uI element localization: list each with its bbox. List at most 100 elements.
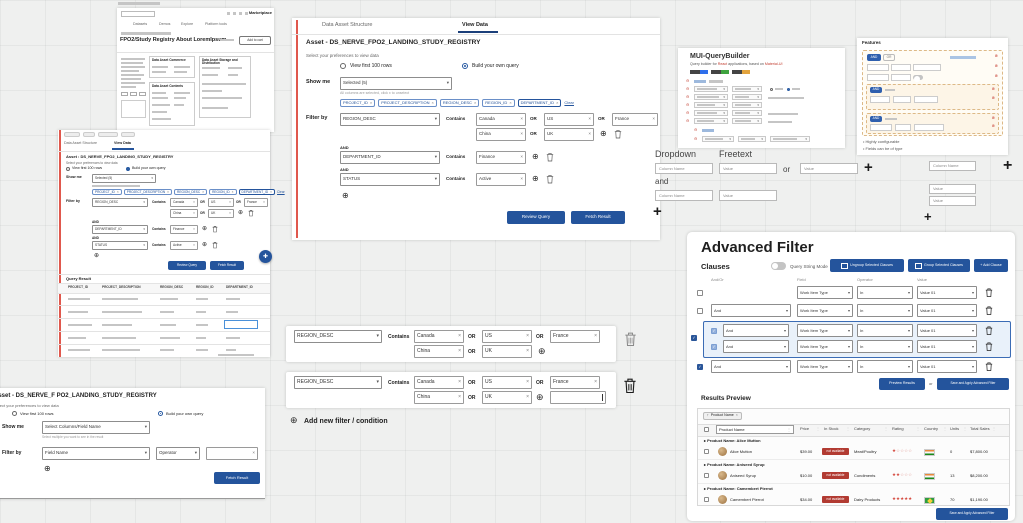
toolbar-chip[interactable] — [98, 132, 118, 137]
remove-rule-icon[interactable]: ⊗ — [991, 123, 995, 128]
add-new-filter-icon[interactable]: ⊕ — [290, 415, 298, 425]
or-toggle[interactable]: OR — [883, 54, 895, 61]
toolbar-chip[interactable] — [64, 132, 80, 137]
remove-group-icon[interactable]: ⊗ — [994, 53, 998, 58]
close-icon[interactable]: × — [473, 100, 477, 105]
field-select[interactable]: Work Item Type ▾ — [797, 340, 853, 353]
column-header[interactable]: Product Name ⋮ — [716, 425, 794, 434]
close-icon[interactable]: × — [458, 394, 461, 400]
show-me-select[interactable]: Selected (5) ▾ — [92, 174, 156, 183]
radio-label[interactable]: Build your own query — [132, 166, 166, 170]
and-toggle[interactable]: AND — [870, 87, 882, 93]
value-select[interactable]: Value 01 ▾ — [917, 324, 977, 337]
close-icon[interactable]: × — [116, 190, 119, 194]
filter-value-input[interactable]: UK × — [544, 128, 594, 141]
close-icon[interactable]: × — [229, 199, 231, 204]
filter-field-select[interactable]: DEPARTMENT_ID ▾ — [92, 225, 148, 234]
sketch-value-input[interactable]: Value — [719, 163, 777, 174]
column-chip[interactable]: REGION_ID × — [482, 99, 515, 107]
filter-value-input[interactable]: US × — [482, 376, 532, 389]
remove-rule-icon[interactable]: ⊖ — [694, 136, 698, 141]
row-checkbox[interactable] — [704, 473, 709, 478]
value-select[interactable]: Value 01 ▾ — [917, 304, 977, 317]
filter-value-input[interactable]: France × — [612, 113, 658, 126]
close-icon[interactable]: × — [520, 154, 523, 160]
column-chip[interactable]: DEPARTMENT_ID × — [517, 99, 562, 107]
column-menu-icon[interactable]: ⋮ — [846, 426, 850, 431]
filter-field-select[interactable]: DEPARTMENT_ID ▾ — [340, 151, 440, 164]
clear-link[interactable]: Clear — [277, 190, 285, 195]
column-chip[interactable]: PROJECT_DESCRIPTION × — [123, 189, 173, 196]
operator-select[interactable]: In ▾ — [857, 360, 913, 373]
filter-value-input[interactable]: China × — [170, 209, 198, 218]
fetch-result-button[interactable]: Fetch Result — [210, 261, 244, 270]
filter-value-input[interactable]: France × — [550, 330, 600, 343]
close-icon[interactable]: × — [193, 199, 195, 204]
close-icon[interactable]: × — [526, 379, 529, 385]
filter-value-input[interactable]: Canada × — [476, 113, 526, 126]
close-icon[interactable]: × — [526, 333, 529, 339]
close-icon[interactable]: × — [252, 450, 255, 456]
add-rule-button[interactable] — [702, 129, 714, 132]
review-query-button[interactable]: Review Query — [507, 211, 565, 224]
column-menu-icon[interactable]: ⋮ — [992, 426, 996, 431]
column-header[interactable]: REGION_DESC — [160, 285, 184, 289]
filter-value-input[interactable]: France × — [550, 376, 600, 389]
andor-select[interactable]: And ▾ — [723, 340, 789, 353]
column-chip[interactable]: PROJECT_ID × — [92, 189, 122, 196]
filter-value-input[interactable]: Active × — [170, 241, 198, 250]
value-select[interactable]: Value 01 ▾ — [917, 286, 977, 299]
nav-item-demos[interactable]: Demos — [159, 22, 171, 26]
close-icon[interactable]: × — [520, 176, 523, 182]
radio-label[interactable]: View first 100 rows — [350, 63, 392, 69]
show-me-select[interactable]: Selected (5) ▾ — [340, 77, 452, 90]
operator-select[interactable]: ▾ — [738, 136, 766, 142]
filter-value-input[interactable]: Canada × — [414, 376, 464, 389]
sketch-add-icon[interactable]: + — [924, 209, 932, 224]
close-icon[interactable]: × — [735, 413, 738, 417]
nav-item-datasets[interactable]: Datasets — [133, 22, 148, 26]
radio-view-first-100[interactable] — [12, 411, 17, 416]
column-menu-icon[interactable]: ⋮ — [816, 426, 820, 431]
close-icon[interactable]: × — [509, 100, 512, 105]
save-apply-filter-button[interactable]: Save and Apply Advanced Filter — [937, 378, 1009, 390]
field-select[interactable]: Work Item Type ▾ — [797, 360, 853, 373]
search-input[interactable] — [121, 11, 155, 17]
trash-icon[interactable] — [546, 174, 554, 184]
close-icon[interactable]: × — [588, 116, 591, 122]
tab-view-data[interactable]: View Data — [114, 141, 131, 145]
gear-icon[interactable] — [245, 12, 248, 15]
filter-value-input[interactable]: Finance × — [170, 225, 198, 234]
close-icon[interactable]: × — [458, 333, 461, 339]
close-icon[interactable]: × — [458, 348, 461, 354]
andor-select[interactable]: And ▾ — [711, 304, 791, 317]
filter-value-input[interactable]: Active × — [476, 173, 526, 186]
close-icon[interactable]: × — [229, 210, 231, 215]
trash-icon[interactable] — [623, 377, 637, 394]
toolbar-chip[interactable] — [121, 132, 135, 137]
pagination[interactable] — [218, 354, 254, 356]
column-chip[interactable]: REGION_DESC × — [439, 99, 480, 107]
close-icon[interactable]: × — [193, 226, 195, 231]
sketch-value-input[interactable]: Value — [929, 196, 976, 206]
remove-rule-icon[interactable]: ⊖ — [686, 86, 690, 91]
filter-value-input[interactable]: Canada × — [414, 330, 464, 343]
radio-label[interactable]: View first 100 rows — [72, 166, 103, 170]
tab-data-asset-structure[interactable]: Data Asset Structure — [64, 141, 97, 145]
operator-select[interactable]: ▾ — [732, 118, 762, 124]
column-header[interactable]: PROJECT_DESCRIPTION — [102, 285, 141, 289]
sketch-add-icon[interactable]: + — [653, 203, 662, 220]
add-new-filter-label[interactable]: Add new filter / condition — [304, 418, 388, 425]
group-clauses-button[interactable]: Group Selected Clauses — [908, 259, 970, 272]
close-icon[interactable]: × — [520, 116, 523, 122]
text-value[interactable] — [768, 113, 798, 115]
number-value[interactable] — [768, 121, 792, 123]
trash-icon[interactable] — [985, 325, 993, 336]
radio-view-first-100[interactable] — [66, 167, 70, 171]
sketch-column-name-input[interactable]: Column Name — [929, 161, 976, 171]
group-row[interactable]: ▸ Product Name: Camembert Pierrot — [704, 486, 773, 491]
tag-chip[interactable] — [130, 92, 137, 96]
field-select[interactable]: Work Item Type ▾ — [797, 304, 853, 317]
add-filter-icon[interactable]: ⊕ — [94, 253, 100, 259]
add-value-icon[interactable]: ⊕ — [532, 152, 539, 161]
